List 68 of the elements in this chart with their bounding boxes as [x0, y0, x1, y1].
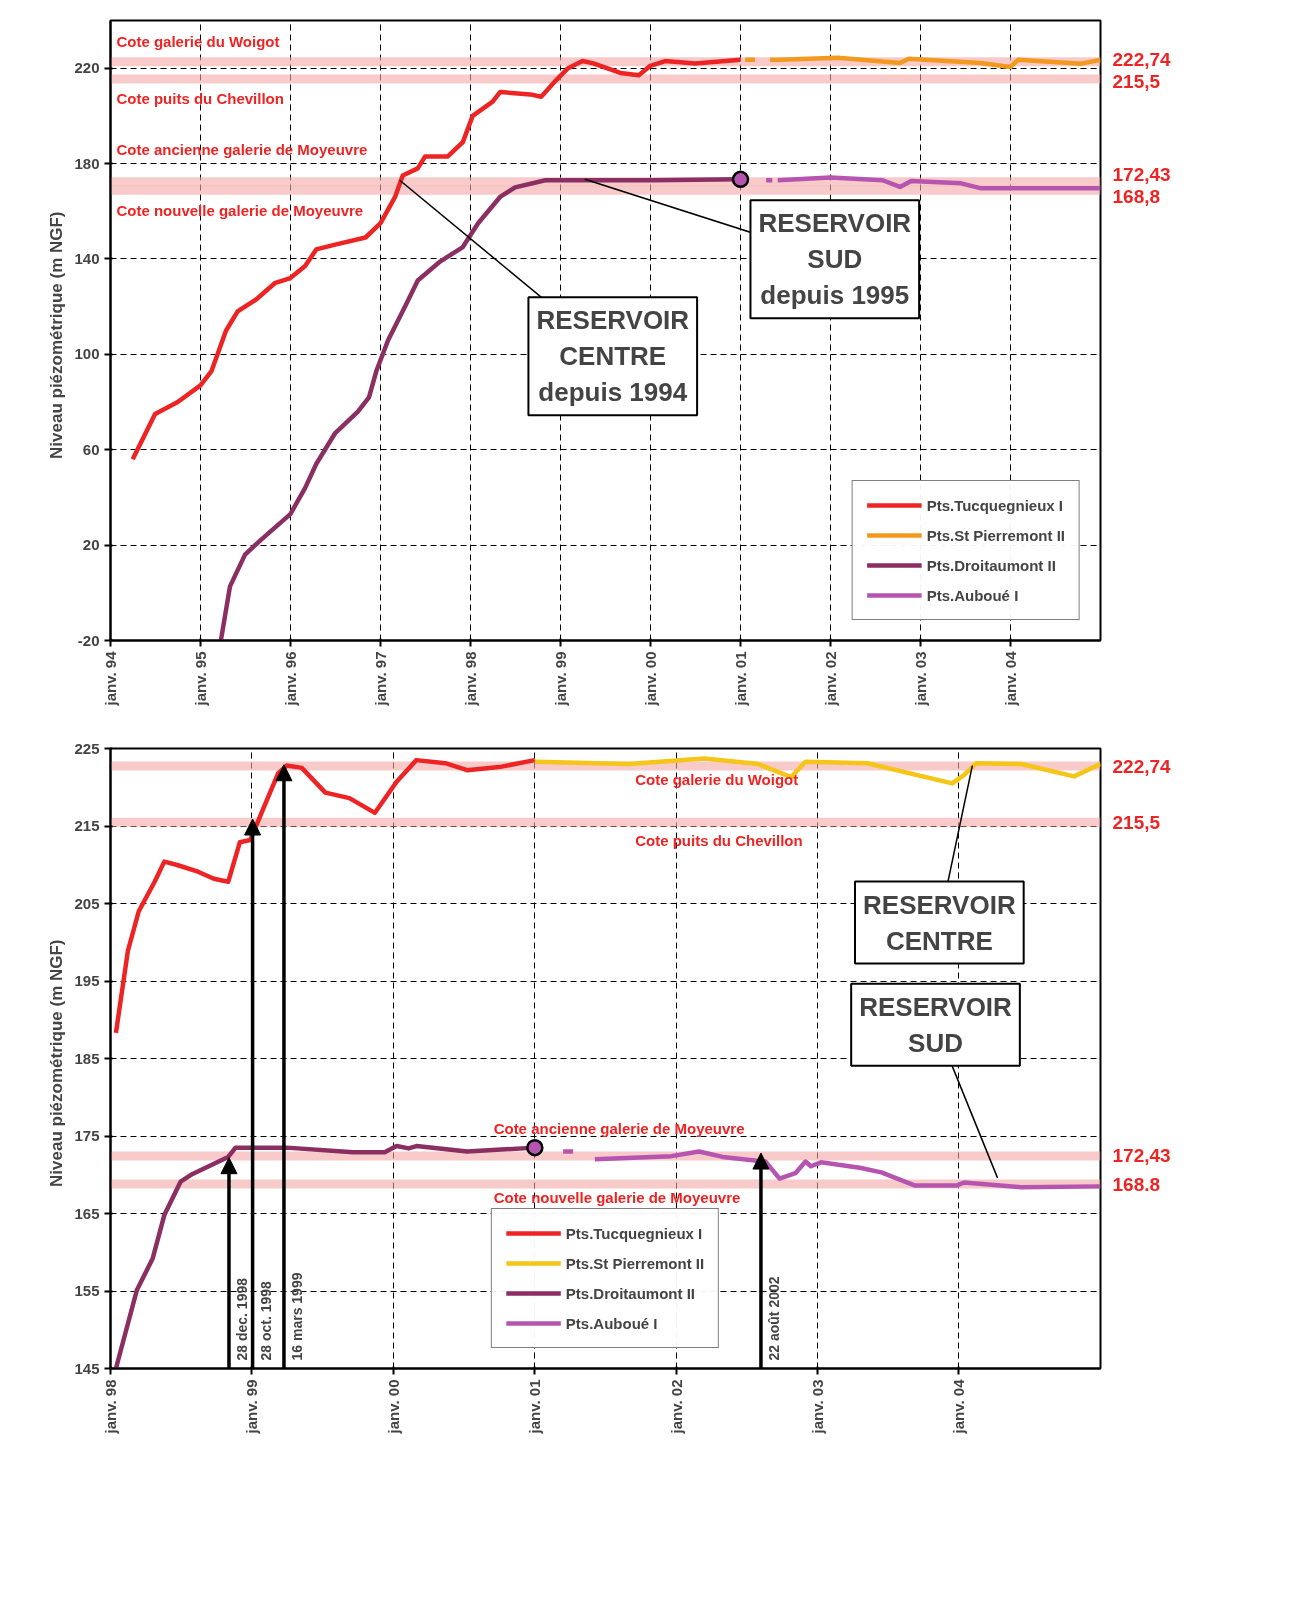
x-tick-label: janv. 03	[911, 651, 929, 707]
annotation: 28 oct. 1998	[257, 1280, 274, 1361]
annotation: Cote puits du Chevillon	[116, 90, 284, 108]
legend-label: Pts.Auboué I	[565, 1314, 658, 1332]
ref-line-label: 172,43	[1112, 164, 1171, 186]
y-tick-label: 155	[74, 1282, 100, 1299]
legend-label: Pts.Auboué I	[926, 586, 1019, 604]
x-tick-label: janv. 01	[526, 1379, 544, 1435]
y-axis-title: Niveau piézométrique (m NGF)	[47, 211, 67, 459]
x-tick-label: janv. 00	[641, 651, 659, 707]
legend-label: Pts.Tucquegnieux I	[565, 1224, 703, 1242]
annotation: Cote galerie du Woigot	[635, 770, 799, 788]
x-tick-label: janv. 99	[243, 1379, 261, 1435]
y-tick-label: 225	[74, 739, 100, 757]
annotation: Cote puits du Chevillon	[635, 831, 803, 849]
annotation: 28 dec. 1998	[233, 1277, 250, 1361]
annotation: 22 août 2002	[765, 1276, 782, 1361]
y-tick-label: 205	[74, 894, 100, 912]
ref-line-label: 222,74	[1112, 755, 1172, 777]
x-tick-label: janv. 04	[1001, 650, 1019, 707]
y-tick-label: -20	[77, 631, 100, 649]
ref-line-label: 222,74	[1112, 48, 1172, 70]
x-tick-label: janv. 04	[950, 1378, 968, 1435]
annotation: Cote galerie du Woigot	[116, 33, 280, 51]
x-tick-label: janv. 98	[102, 1379, 119, 1435]
annotation: RESERVOIR CENTRE depuis 1994	[536, 305, 690, 408]
y-tick-label: 215	[74, 817, 100, 834]
x-tick-label: janv. 98	[461, 651, 479, 707]
x-tick-label: janv. 02	[821, 651, 839, 707]
ref-line-label: 168.8	[1112, 1173, 1161, 1195]
ref-line-label: 215,5	[1112, 811, 1161, 833]
y-tick-label: 165	[74, 1204, 100, 1222]
annotation: Cote ancienne galerie de Moyeuvre	[493, 1120, 745, 1138]
ref-line-label: 215,5	[1112, 70, 1161, 92]
y-tick-label: 60	[82, 440, 100, 458]
x-tick-label: janv. 01	[732, 651, 750, 707]
annotation: RESERVOIR CENTRE	[863, 889, 1016, 956]
x-tick-label: janv. 97	[372, 651, 390, 707]
annotation: RESERVOIR SUD depuis 1995	[758, 208, 912, 311]
x-tick-label: janv. 99	[551, 651, 569, 707]
y-tick-label: 140	[74, 249, 100, 267]
legend-label: Pts.St Pierremont II	[926, 526, 1065, 544]
legend-label: Pts.St Pierremont II	[565, 1254, 705, 1272]
legend-label: Pts.Droitaumont II	[926, 556, 1056, 574]
y-axis-title: Niveau piézométrique (m NGF)	[47, 939, 67, 1187]
legend-label: Pts.Droitaumont II	[565, 1284, 695, 1302]
x-tick-label: janv. 95	[191, 651, 209, 707]
legend-label: Pts.Tucquegnieux I	[926, 496, 1064, 514]
y-tick-label: 180	[74, 154, 100, 172]
y-tick-label: 100	[74, 345, 100, 363]
y-tick-label: 195	[74, 972, 100, 989]
ref-line-label: 172,43	[1112, 1145, 1171, 1167]
x-tick-label: janv. 00	[384, 1379, 402, 1435]
y-tick-label: 145	[74, 1359, 100, 1377]
x-tick-label: janv. 02	[667, 1379, 685, 1435]
x-tick-label: janv. 96	[281, 651, 299, 707]
x-tick-label: janv. 94	[102, 650, 119, 707]
annotation: Cote nouvelle galerie de Moyeuvre	[116, 201, 364, 219]
y-tick-label: 175	[74, 1127, 100, 1144]
x-tick-label: janv. 03	[808, 1379, 826, 1435]
y-tick-label: 220	[74, 59, 100, 77]
y-tick-label: 20	[82, 536, 100, 554]
annotation: 16 mars 1999	[288, 1272, 305, 1361]
annotation: Cote ancienne galerie de Moyeuvre	[116, 141, 368, 159]
annotation: RESERVOIR SUD	[859, 991, 1013, 1058]
ref-line-label: 168,8	[1112, 186, 1161, 208]
y-tick-label: 185	[74, 1049, 100, 1067]
annotation: Cote nouvelle galerie de Moyeuvre	[493, 1188, 741, 1206]
